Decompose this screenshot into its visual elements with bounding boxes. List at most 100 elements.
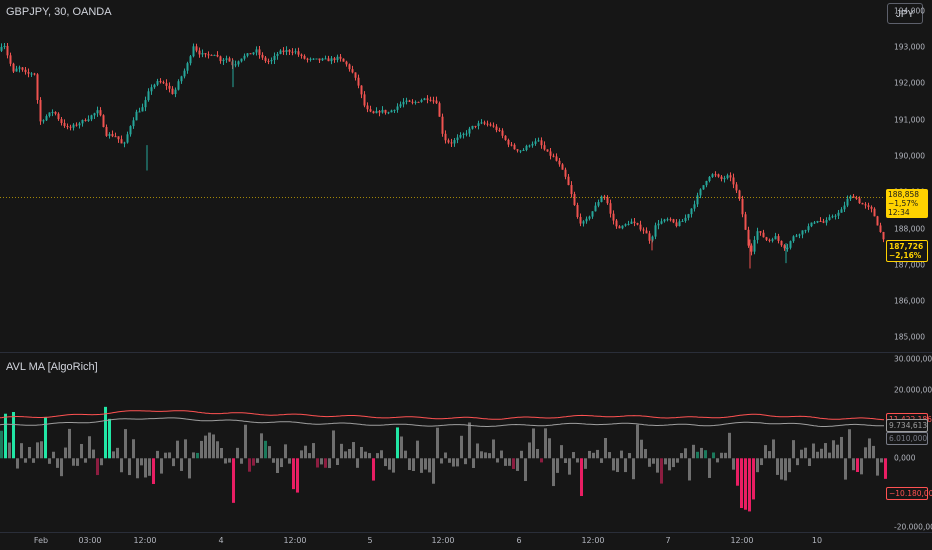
candle-body: [576, 205, 579, 218]
candle-body: [306, 58, 309, 60]
candle-body: [369, 109, 372, 112]
volume-bar: [352, 442, 355, 459]
volume-bar: [452, 458, 455, 467]
volume-bar: [272, 458, 275, 463]
volume-bar: [484, 452, 487, 459]
volume-bar: [196, 452, 199, 459]
candle-body: [246, 53, 249, 56]
candle-body: [36, 74, 39, 101]
candle-body: [330, 58, 333, 62]
volume-bar: [236, 447, 239, 459]
volume-bar: [68, 428, 71, 459]
candle-body: [777, 236, 780, 241]
candle-body: [699, 189, 702, 196]
volume-bar: [600, 458, 603, 463]
volume-bar: [408, 458, 411, 470]
candle-body: [435, 100, 438, 104]
volume-bar: [464, 458, 467, 465]
candle-body: [288, 50, 291, 52]
volume-bar: [824, 443, 827, 459]
volume-bar: [340, 443, 343, 459]
volume-bar: [848, 429, 851, 459]
candle-body: [312, 58, 315, 60]
volume-bar: [180, 458, 183, 471]
currency-button[interactable]: JPY: [887, 3, 923, 24]
candle-body: [522, 150, 525, 152]
volume-bar: [36, 442, 39, 459]
candle-body: [819, 220, 822, 222]
volume-bar: [732, 458, 735, 470]
candle-body: [375, 111, 378, 114]
volume-bar: [756, 458, 759, 473]
candle-body: [381, 109, 384, 113]
candle-body: [96, 110, 99, 114]
candle-body: [9, 55, 12, 64]
volume-bar: [32, 458, 35, 463]
candle-body: [147, 91, 150, 101]
volume-bar: [232, 458, 235, 503]
volume-bar: [244, 424, 247, 459]
candle-body: [243, 55, 246, 59]
candle-body: [642, 229, 645, 231]
candle-body: [498, 130, 501, 132]
volume-bar: [8, 442, 11, 459]
volume-bar: [116, 447, 119, 459]
candle-body: [594, 205, 597, 212]
volume-bar: [636, 424, 639, 459]
indicator-title[interactable]: AVL MA [AlgoRich]: [6, 361, 98, 373]
candle-body: [285, 50, 288, 52]
candle-body: [273, 55, 276, 61]
volume-bar: [696, 451, 699, 459]
candle-body: [696, 195, 699, 205]
candle-body: [507, 139, 510, 145]
volume-bar: [60, 458, 63, 477]
volume-bar: [260, 433, 263, 459]
candle-body: [708, 176, 711, 181]
candle-body: [738, 190, 741, 199]
price-axis-label: 193,000: [894, 42, 926, 52]
candle-body: [765, 237, 768, 240]
candle-body: [813, 222, 816, 224]
candle-body: [711, 174, 714, 177]
candle-body: [93, 113, 96, 116]
symbol-title[interactable]: GBPJPY, 30, OANDA: [6, 6, 112, 18]
candle-body: [864, 204, 867, 206]
volume-bar: [724, 452, 727, 459]
candle-body: [279, 50, 282, 54]
volume-bar: [564, 458, 567, 464]
volume-bar: [876, 458, 879, 476]
candle-body: [816, 220, 819, 223]
candle-body: [324, 58, 327, 60]
volume-bar: [716, 458, 719, 463]
candle-body: [552, 155, 555, 157]
candle-body: [681, 220, 684, 222]
candle-body: [564, 169, 567, 177]
candle-body: [519, 150, 522, 152]
candle-body: [438, 103, 441, 117]
candle-body: [297, 51, 300, 55]
candle-body: [714, 174, 717, 176]
candle-body: [837, 212, 840, 216]
candle-body: [84, 119, 87, 121]
volume-bar: [440, 458, 443, 464]
volume-bar: [372, 458, 375, 481]
candle-body: [648, 233, 651, 241]
volume-bar: [516, 458, 519, 471]
candle-body: [546, 149, 549, 152]
volume-bar: [528, 442, 531, 459]
candle-body: [156, 81, 159, 85]
candle-body: [264, 57, 267, 61]
time-axis-label: 6: [516, 536, 522, 545]
candle-body: [627, 223, 630, 225]
candle-body: [423, 98, 426, 101]
candle-body: [75, 124, 78, 126]
volume-bar: [168, 452, 171, 459]
candle-body: [81, 119, 84, 124]
candle-body: [399, 104, 402, 107]
candle-body: [162, 82, 165, 84]
candle-body: [417, 101, 420, 103]
candle-body: [468, 128, 471, 134]
volume-axis-label: 0,000: [894, 453, 916, 463]
volume-bar: [712, 452, 715, 459]
